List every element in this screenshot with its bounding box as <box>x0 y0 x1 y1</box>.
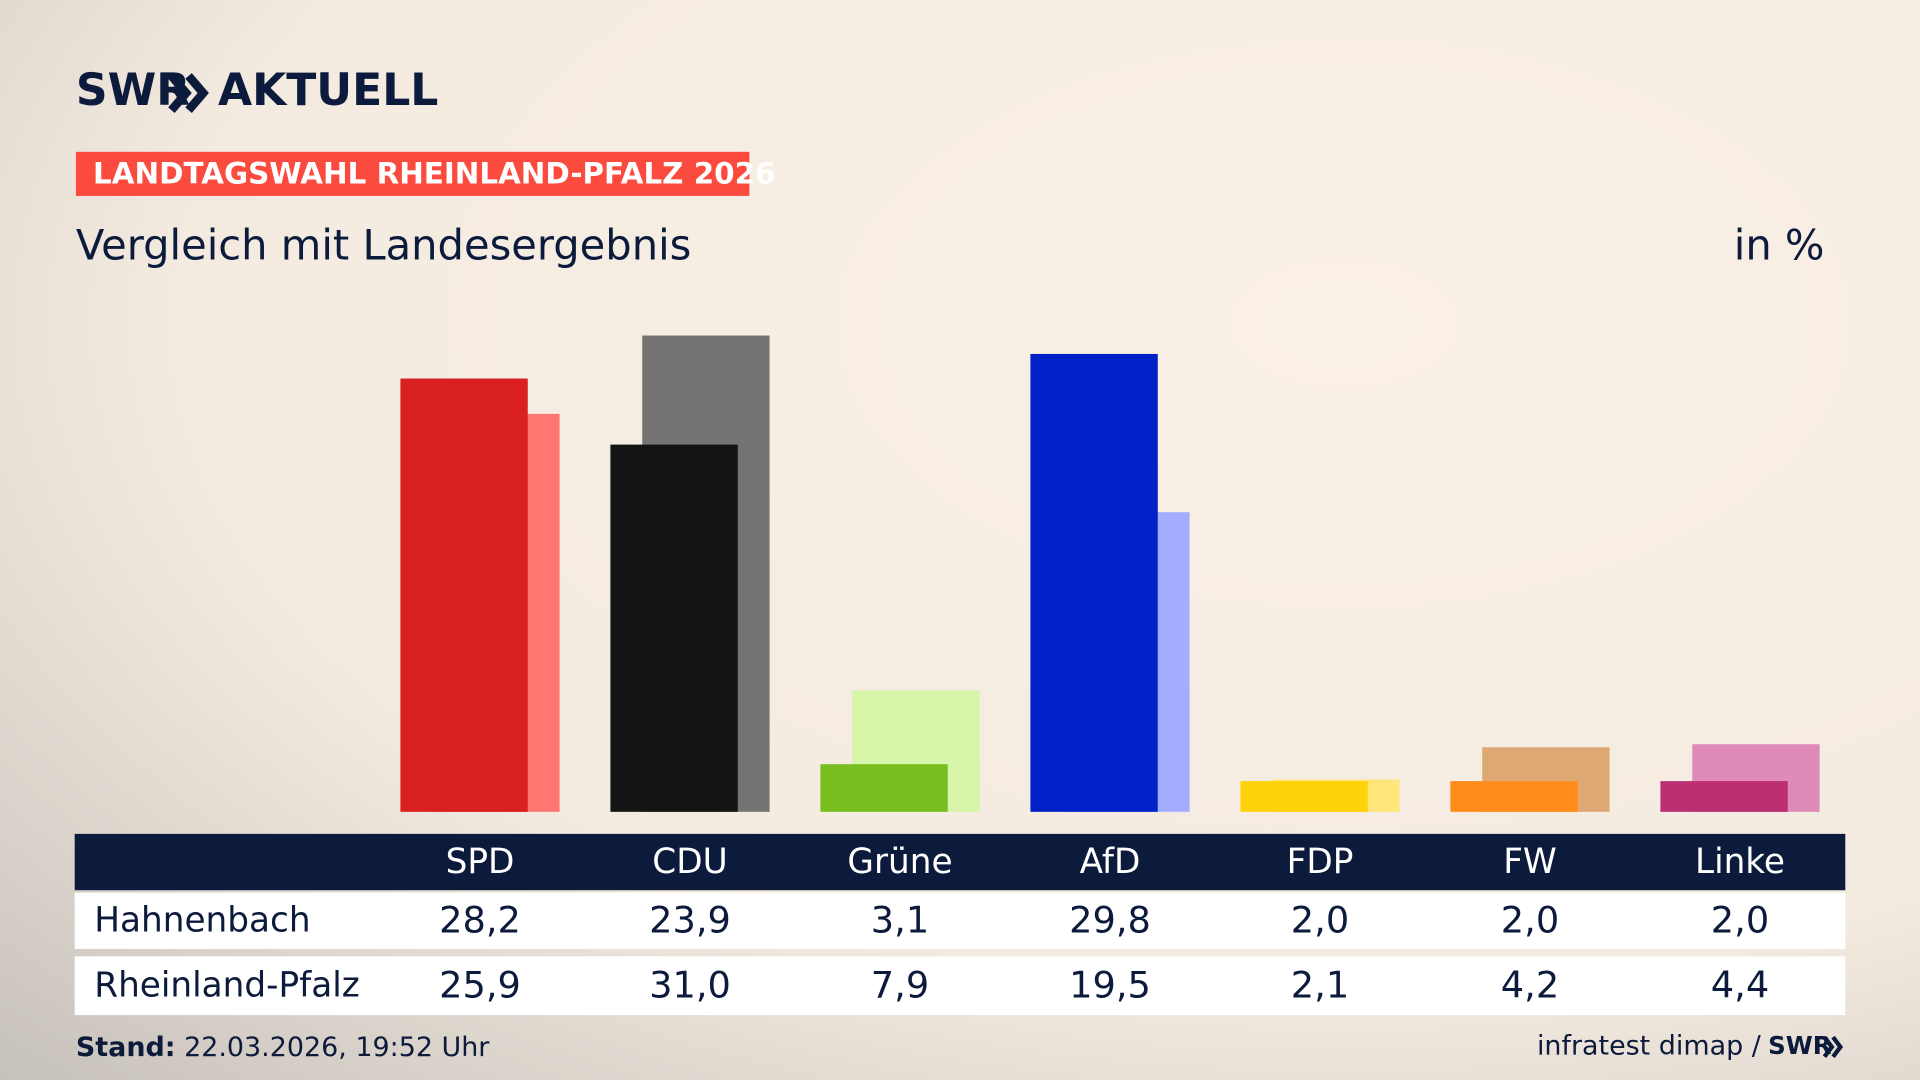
category-label: FDP <box>1287 842 1354 882</box>
footer-stand: Stand: 22.03.2026, 19:52 Uhr <box>76 1032 490 1063</box>
brand-suffix: AKTUELL <box>218 65 438 116</box>
table-header <box>74 833 1846 891</box>
source: infratest dimap / <box>1537 1030 1762 1061</box>
brand-chevrons <box>168 73 209 113</box>
bar <box>610 444 738 812</box>
tag-box <box>75 151 750 196</box>
stand: 22.03.2026, 19:52 Uhr <box>184 1032 490 1063</box>
table-value: 7,9 <box>871 963 929 1006</box>
table-value: 19,5 <box>1069 963 1151 1006</box>
category-label: AfD <box>1080 842 1141 882</box>
tag: LANDTAGSWAHL RHEINLAND-PFALZ 2026 <box>93 157 775 191</box>
category-label: Linke <box>1695 842 1785 882</box>
table-row <box>74 892 1846 949</box>
table-value: 29,8 <box>1069 899 1151 942</box>
bar <box>400 378 528 812</box>
table-value: 28,2 <box>439 899 521 942</box>
table-value: 2,0 <box>1291 899 1349 942</box>
category-label: FW <box>1503 842 1557 882</box>
table-value: 23,9 <box>649 899 731 942</box>
table-value: 2,1 <box>1291 963 1349 1006</box>
table-value: 4,2 <box>1501 963 1559 1006</box>
table-value: 2,0 <box>1711 899 1769 942</box>
bar <box>1450 781 1578 812</box>
table-row <box>74 956 1846 1016</box>
table-value: 31,0 <box>649 963 731 1006</box>
table-value: 4,4 <box>1711 963 1769 1006</box>
row-label: Hahnenbach <box>94 901 310 941</box>
table-value: 25,9 <box>439 963 521 1006</box>
bar <box>820 764 948 812</box>
source-chevrons <box>1822 1035 1844 1059</box>
bar <box>1030 353 1158 812</box>
logo: SWR AKTUELL <box>76 65 438 116</box>
unit: in % <box>1734 221 1825 270</box>
source-brand: SWR <box>1768 1031 1832 1060</box>
table-value: 3,1 <box>871 899 929 942</box>
stand-label: Stand: <box>76 1032 176 1063</box>
category-label: SPD <box>446 842 515 882</box>
bar <box>1660 781 1788 812</box>
subtitle: Vergleich mit Landesergebnis <box>76 221 691 270</box>
category-label: CDU <box>652 842 727 882</box>
category-label: Grüne <box>847 842 952 882</box>
table-value: 2,0 <box>1501 899 1559 942</box>
bar <box>1240 781 1368 812</box>
row-label: Rheinland-Pfalz <box>94 965 359 1005</box>
